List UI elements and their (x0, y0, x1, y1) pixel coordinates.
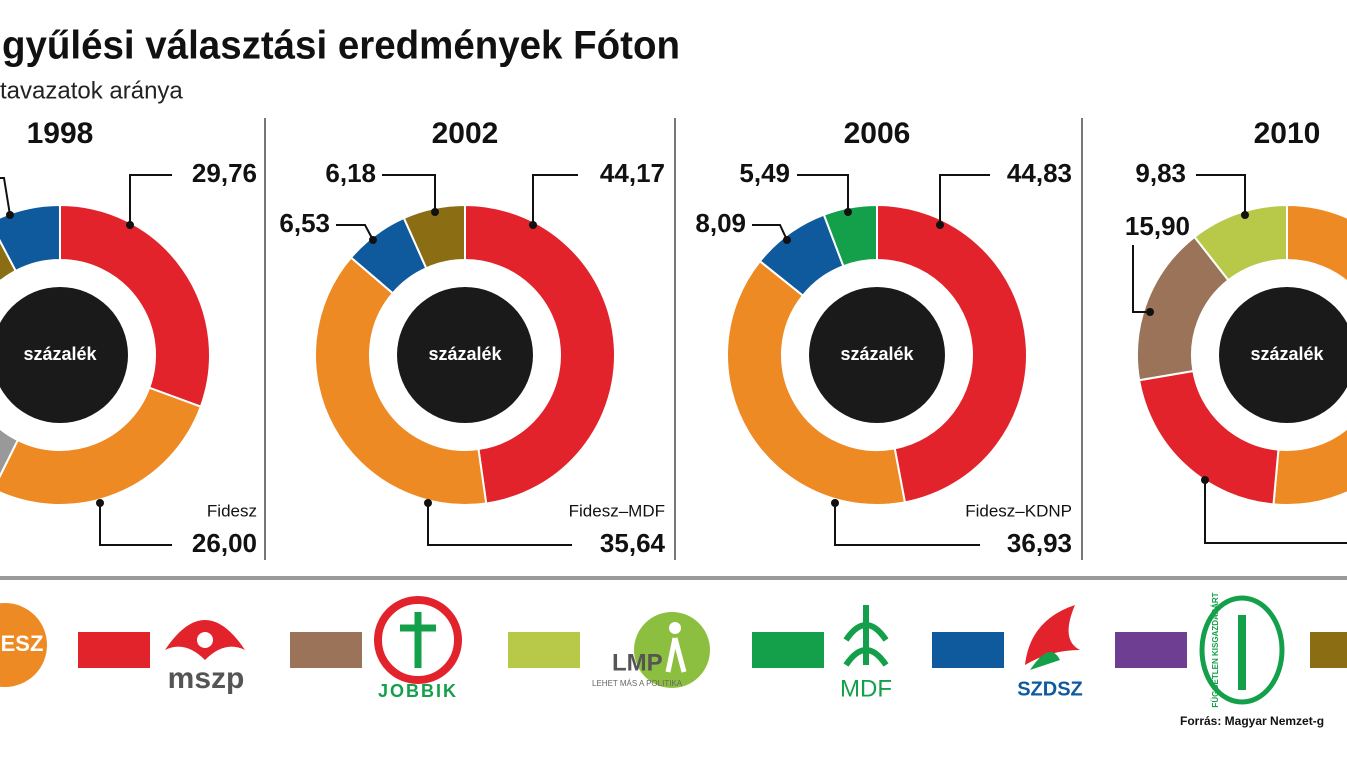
donut-segment (402, 203, 466, 270)
logo-lmp: LMP LEHET MÁS A POLITIKA (592, 612, 710, 688)
center-label: százalék (23, 344, 97, 364)
donut-segment (464, 203, 616, 505)
chart-title: 2010 (1254, 117, 1321, 150)
logo-mdf: MDF (840, 605, 892, 702)
leader-dot (431, 208, 439, 216)
leader-dot (6, 211, 14, 219)
value-label: 6,18 (325, 158, 376, 188)
center-label: százalék (840, 344, 914, 364)
source: Forrás: Magyar Nemzet-g (1180, 714, 1324, 728)
value-label: 5,49 (739, 158, 790, 188)
center-disc (1219, 287, 1347, 423)
leader-dot (831, 499, 839, 507)
legend-swatch (1115, 632, 1187, 668)
logo-jobbik: JOBBIK (374, 596, 462, 701)
center-disc (397, 287, 533, 423)
donut-segment (1272, 203, 1347, 506)
value-label: 35,64 (600, 528, 666, 558)
value-label: 44,17 (600, 158, 665, 188)
center-label: százalék (1250, 344, 1324, 364)
leader-dot (96, 499, 104, 507)
annotation: Fidesz–MDF (569, 501, 665, 520)
leader-dot (424, 499, 432, 507)
center-disc (809, 287, 945, 423)
leader-dot (126, 221, 134, 229)
leader-line (382, 174, 436, 212)
donut-segment (876, 203, 1028, 504)
leader-line (797, 174, 849, 212)
donut-segment (314, 256, 488, 506)
donut-segment (59, 203, 211, 408)
leader-line (129, 174, 172, 225)
donut-segment (726, 259, 907, 506)
donut-chart: 2010 százalék 15,90 9,83 (1125, 117, 1347, 544)
leader-line (752, 224, 788, 241)
chart-title: 2002 (432, 117, 499, 150)
leader-line (1204, 480, 1347, 544)
logo-szdsz: SZDSZ (1017, 605, 1083, 700)
logo-text: SZDSZ (1017, 678, 1083, 700)
leader-dot (783, 236, 791, 244)
leader-dot (844, 208, 852, 216)
legend-swatch (78, 632, 150, 668)
value-label: 15,90 (1125, 211, 1190, 241)
value-label: 44,83 (1007, 158, 1072, 188)
legend-swatch (508, 632, 580, 668)
logo-fidesz: ESZ (0, 603, 47, 687)
logo-subtext: LEHET MÁS A POLITIKA (592, 679, 683, 688)
leader-dot (1241, 211, 1249, 219)
logo-text: LMP (612, 649, 663, 676)
logo-text: FÜGGETLEN KISGAZDAPÁRT (1211, 592, 1220, 707)
value-label: 8,09 (695, 208, 746, 238)
leader-dot (1146, 308, 1154, 316)
leader-dot (936, 221, 944, 229)
annotation: Fidesz–KDNP (965, 501, 1072, 520)
donut-segment (822, 203, 878, 268)
donut-segment (0, 386, 203, 506)
leader-dot (1201, 476, 1209, 484)
legend-swatch (1310, 632, 1347, 668)
logo-text: ESZ (1, 631, 44, 656)
donut-chart: 2002 százalék 44,17 35,64 6,53 6,18 Fidesz–MDF (279, 117, 665, 558)
value-label: 36,93 (1007, 528, 1072, 558)
leader-dot (529, 221, 537, 229)
leader-line (1196, 174, 1246, 215)
leader-line (336, 224, 374, 241)
logo-text: JOBBIK (378, 681, 458, 701)
title: gyűlési választási eredmények Fóton (2, 24, 680, 68)
value-label: 9,83 (1135, 158, 1186, 188)
center-disc (0, 287, 128, 423)
donut-segment (0, 278, 20, 479)
annotation: Fidesz (207, 501, 257, 520)
leader-dot (369, 236, 377, 244)
donut-segment (1193, 203, 1288, 282)
logo-mszp: mszp (165, 620, 245, 695)
logo-text: MDF (840, 675, 892, 702)
leader-line (0, 177, 11, 216)
chart-title: 1998 (27, 117, 94, 150)
legend-swatch (752, 632, 824, 668)
donut-chart: 1998 százalék 29,76 26,00 Fidesz (0, 117, 257, 558)
logo-fkgp: FÜGGETLEN KISGAZDAPÁRT (1199, 592, 1285, 708)
subtitle: tavazatok aránya (0, 77, 183, 104)
legend-swatch (290, 632, 362, 668)
logo-text: mszp (168, 662, 245, 695)
center-label: százalék (428, 344, 502, 364)
value-label: 29,76 (192, 158, 257, 188)
donut-chart: 2006 százalék 44,83 36,93 8,09 5,49 Fidesz–KDN… (695, 117, 1072, 558)
leader-line (532, 174, 578, 225)
legend-swatch (932, 632, 1004, 668)
leader-line (427, 503, 572, 546)
leader-line (939, 174, 990, 225)
leader-line (1132, 245, 1150, 313)
value-label: 6,53 (279, 208, 330, 238)
leader-line (834, 503, 980, 546)
leader-line (99, 503, 172, 546)
value-label: 26,00 (192, 528, 257, 558)
chart-title: 2006 (844, 117, 911, 150)
